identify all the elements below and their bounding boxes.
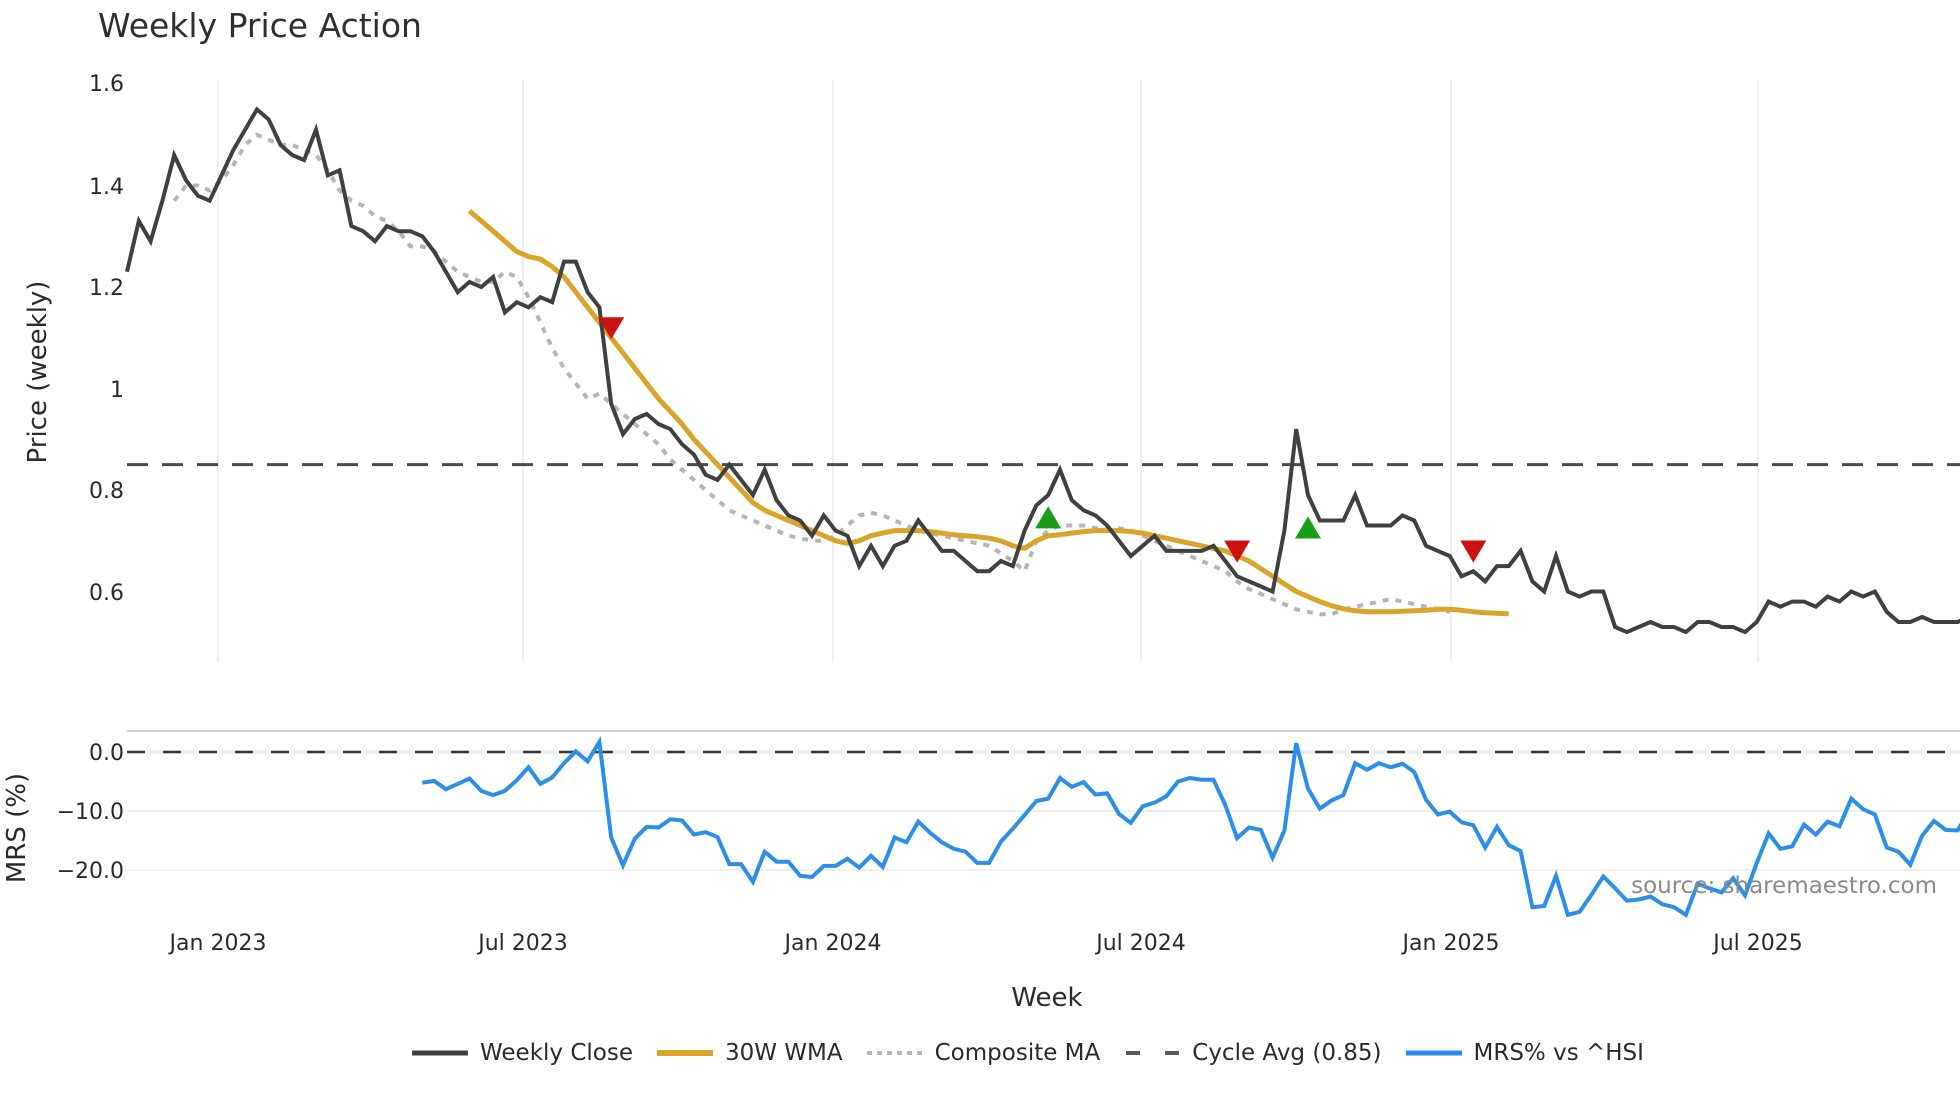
composite-ma-line bbox=[172, 132, 1451, 617]
legend-item-weekly-close[interactable]: Weekly Close bbox=[410, 1040, 633, 1066]
xtick: Jul 2025 bbox=[1711, 931, 1803, 956]
xtick: Jan 2024 bbox=[783, 931, 882, 956]
price-ytick: 1.2 bbox=[89, 276, 124, 301]
xtick: Jan 2025 bbox=[1401, 931, 1500, 956]
legend-item-wma[interactable]: 30W WMA bbox=[655, 1040, 843, 1066]
legend-item-mrs[interactable]: MRS% vs ^HSI bbox=[1404, 1040, 1644, 1066]
dashed-line-icon bbox=[1122, 1043, 1182, 1063]
mrs-ytick: 0.0 bbox=[89, 741, 124, 766]
sell-signal-triangle-down-icon bbox=[1460, 540, 1487, 563]
mrs-ytick: −20.0 bbox=[57, 859, 124, 884]
price-y-axis-title: Price (weekly) bbox=[23, 281, 53, 464]
legend-label: 30W WMA bbox=[724, 1040, 843, 1066]
price-ytick: 1.4 bbox=[89, 175, 124, 200]
xtick: Jan 2023 bbox=[168, 931, 267, 956]
price-ytick: 0.6 bbox=[89, 581, 124, 606]
legend: Weekly Close 30W WMA Composite MA Cycle … bbox=[410, 1040, 1666, 1066]
x-axis: Jan 2023 Jul 2023 Jan 2024 Jul 2024 Jan … bbox=[168, 931, 1803, 956]
wma-line bbox=[467, 209, 1509, 617]
price-y-axis: 1.6 1.4 1.2 1 0.8 0.6 bbox=[89, 72, 124, 606]
legend-item-cycle-avg[interactable]: Cycle Avg (0.85) bbox=[1122, 1040, 1382, 1066]
sell-signal-triangle-down-icon bbox=[1224, 540, 1251, 563]
mrs-line bbox=[421, 736, 1960, 918]
xtick: Jul 2023 bbox=[476, 931, 568, 956]
solid-line-icon bbox=[655, 1043, 715, 1063]
legend-label: Composite MA bbox=[934, 1040, 1101, 1066]
source-watermark: source: sharemaestro.com bbox=[1631, 873, 1937, 899]
mrs-ytick: −10.0 bbox=[57, 800, 124, 825]
price-ytick: 0.8 bbox=[89, 479, 124, 504]
xtick: Jul 2024 bbox=[1094, 931, 1186, 956]
mrs-y-axis-title: MRS (%) bbox=[2, 773, 32, 883]
price-ytick: 1.6 bbox=[89, 72, 124, 97]
mrs-y-axis: 0.0 −10.0 −20.0 bbox=[57, 741, 124, 884]
sell-signal-triangle-down-icon bbox=[598, 317, 625, 340]
solid-line-icon bbox=[1404, 1043, 1464, 1063]
legend-label: Weekly Close bbox=[480, 1040, 633, 1066]
weekly-close-line bbox=[125, 106, 1960, 635]
price-ytick: 1 bbox=[110, 378, 124, 403]
buy-signal-triangle-up-icon bbox=[1295, 516, 1321, 539]
solid-line-icon bbox=[410, 1043, 470, 1063]
signal-markers bbox=[598, 317, 1487, 563]
price-grid bbox=[217, 80, 1759, 662]
x-axis-title: Week bbox=[1011, 983, 1082, 1013]
legend-label: MRS% vs ^HSI bbox=[1473, 1040, 1644, 1066]
chart-canvas: 1.6 1.4 1.2 1 0.8 0.6 Price (weekly) 0.0… bbox=[2, 72, 1960, 1013]
dotted-line-icon bbox=[865, 1043, 925, 1063]
chart-title: Weekly Price Action bbox=[98, 6, 422, 45]
legend-label: Cycle Avg (0.85) bbox=[1192, 1040, 1382, 1066]
buy-signal-triangle-up-icon bbox=[1035, 506, 1062, 529]
legend-item-composite-ma[interactable]: Composite MA bbox=[865, 1040, 1101, 1066]
